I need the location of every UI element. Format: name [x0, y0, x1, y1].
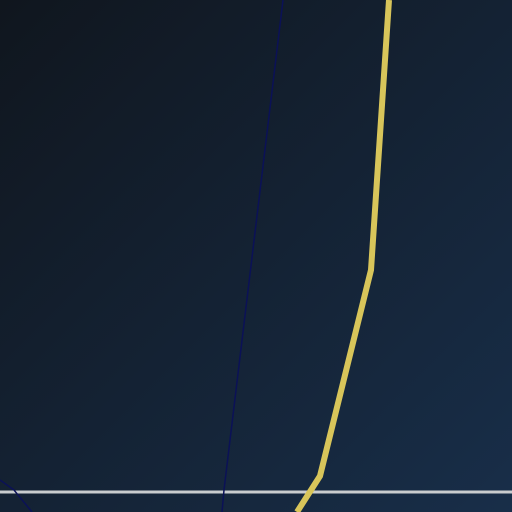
- dark-blue-route: [0, 479, 33, 512]
- yellow-route: [294, 0, 392, 512]
- blue-route: [221, 0, 284, 512]
